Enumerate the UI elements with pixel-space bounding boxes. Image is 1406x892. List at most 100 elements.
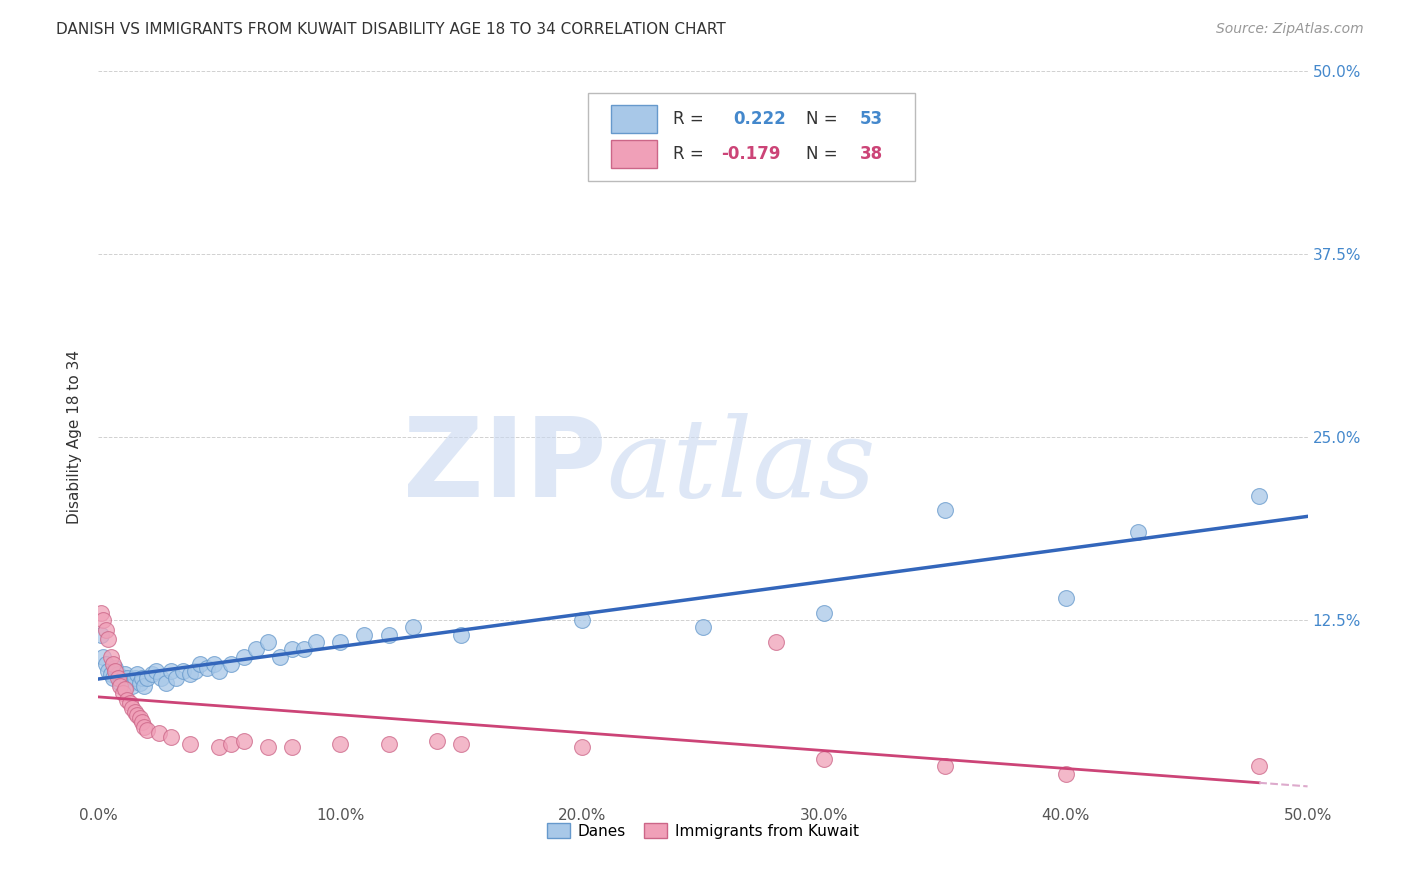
Point xyxy=(179,667,201,681)
Point xyxy=(450,627,472,641)
Point xyxy=(245,642,267,657)
FancyBboxPatch shape xyxy=(612,105,657,133)
Text: Source: ZipAtlas.com: Source: ZipAtlas.com xyxy=(1216,22,1364,37)
Point xyxy=(1249,489,1271,503)
Point xyxy=(1128,525,1150,540)
Point xyxy=(353,627,375,641)
Text: ZIP: ZIP xyxy=(404,413,606,520)
Point xyxy=(141,667,163,681)
Point xyxy=(160,664,183,678)
Point xyxy=(97,632,120,646)
Point xyxy=(90,627,112,641)
Point xyxy=(377,627,399,641)
Point xyxy=(101,672,124,686)
Text: 0.222: 0.222 xyxy=(734,110,786,128)
Point xyxy=(204,657,226,671)
Point xyxy=(813,606,835,620)
Text: R =: R = xyxy=(672,145,709,163)
Text: atlas: atlas xyxy=(606,413,876,520)
Point xyxy=(90,606,112,620)
Point xyxy=(692,620,714,634)
Point xyxy=(934,503,956,517)
Point xyxy=(117,672,139,686)
Point xyxy=(134,720,156,734)
Point xyxy=(402,620,425,634)
Point xyxy=(165,672,187,686)
Point xyxy=(1249,759,1271,773)
Point xyxy=(118,676,141,690)
Point xyxy=(813,752,835,766)
Point xyxy=(94,657,117,671)
Point xyxy=(100,649,122,664)
Point xyxy=(121,679,143,693)
Point xyxy=(117,693,139,707)
Point xyxy=(94,623,117,637)
Point xyxy=(377,737,399,751)
FancyBboxPatch shape xyxy=(612,140,657,168)
Point xyxy=(305,635,328,649)
Point xyxy=(128,676,150,690)
Point xyxy=(329,635,352,649)
Text: DANISH VS IMMIGRANTS FROM KUWAIT DISABILITY AGE 18 TO 34 CORRELATION CHART: DANISH VS IMMIGRANTS FROM KUWAIT DISABIL… xyxy=(56,22,725,37)
Text: N =: N = xyxy=(806,145,842,163)
Y-axis label: Disability Age 18 to 34: Disability Age 18 to 34 xyxy=(67,350,83,524)
Point xyxy=(118,696,141,710)
Point xyxy=(281,642,304,657)
Point xyxy=(131,715,153,730)
Point xyxy=(208,740,231,755)
Point xyxy=(91,649,114,664)
Point xyxy=(765,635,787,649)
Text: R =: R = xyxy=(672,110,709,128)
Point xyxy=(256,740,278,755)
Point xyxy=(108,679,131,693)
FancyBboxPatch shape xyxy=(588,94,915,181)
Point xyxy=(135,723,157,737)
Point xyxy=(121,700,143,714)
Point xyxy=(131,672,153,686)
Point xyxy=(1054,766,1077,780)
Point xyxy=(114,681,136,696)
Point xyxy=(160,730,183,744)
Text: -0.179: -0.179 xyxy=(721,145,780,163)
Point xyxy=(101,657,124,671)
Point xyxy=(256,635,278,649)
Point xyxy=(104,661,127,675)
Point xyxy=(148,725,170,739)
Point xyxy=(155,676,177,690)
Point xyxy=(107,667,129,681)
Point xyxy=(208,664,231,678)
Point xyxy=(179,737,201,751)
Point xyxy=(145,664,167,678)
Point xyxy=(127,667,149,681)
Point xyxy=(135,672,157,686)
Point xyxy=(450,737,472,751)
Point xyxy=(188,657,211,671)
Point xyxy=(91,613,114,627)
Point xyxy=(128,711,150,725)
Point xyxy=(100,667,122,681)
Point xyxy=(108,676,131,690)
Point xyxy=(172,664,194,678)
Text: N =: N = xyxy=(806,110,842,128)
Point xyxy=(571,740,593,755)
Point xyxy=(124,672,146,686)
Legend: Danes, Immigrants from Kuwait: Danes, Immigrants from Kuwait xyxy=(540,815,866,847)
Point xyxy=(111,672,134,686)
Point xyxy=(221,737,243,751)
Point xyxy=(232,649,254,664)
Point xyxy=(97,664,120,678)
Point xyxy=(426,734,449,748)
Point xyxy=(232,734,254,748)
Point xyxy=(292,642,315,657)
Point xyxy=(124,705,146,719)
Point xyxy=(134,679,156,693)
Point xyxy=(127,708,149,723)
Point xyxy=(184,664,207,678)
Point xyxy=(150,672,173,686)
Point xyxy=(1054,591,1077,605)
Point xyxy=(221,657,243,671)
Text: 53: 53 xyxy=(860,110,883,128)
Point xyxy=(104,664,127,678)
Point xyxy=(195,661,218,675)
Point xyxy=(281,740,304,755)
